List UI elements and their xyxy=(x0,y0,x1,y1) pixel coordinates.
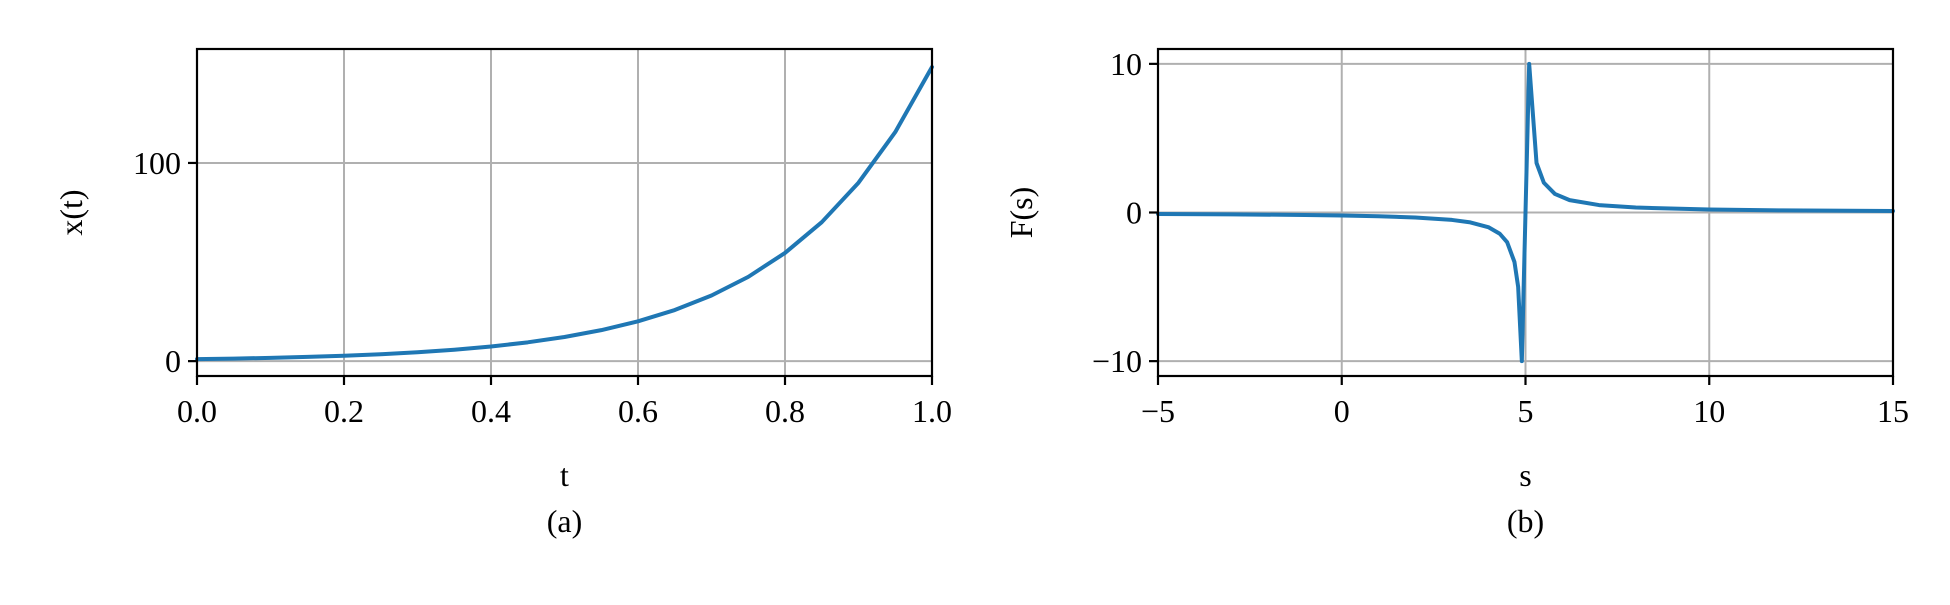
x-tick-label: 0.2 xyxy=(324,393,364,429)
x-tick-label: 0.8 xyxy=(765,393,805,429)
x-tick-label: 10 xyxy=(1693,393,1725,429)
x-axis-label: s xyxy=(1519,457,1531,493)
y-tick-label: −10 xyxy=(1092,343,1142,379)
y-axis-label: x(t) xyxy=(53,189,89,235)
y-tick-label: 0 xyxy=(1126,195,1142,231)
x-tick-label: −5 xyxy=(1141,393,1175,429)
x-tick-label: 0.0 xyxy=(177,393,217,429)
y-tick-label: 0 xyxy=(165,343,181,379)
panel-caption: (a) xyxy=(547,503,583,539)
y-axis-label: F(s) xyxy=(1003,187,1039,239)
x-tick-label: 0.6 xyxy=(618,393,658,429)
x-tick-label: 1.0 xyxy=(912,393,952,429)
x-tick-label: 15 xyxy=(1877,393,1909,429)
x-axis-label: t xyxy=(560,457,569,493)
x-tick-label: 0 xyxy=(1334,393,1350,429)
chart-panel-b: −5 0 5 10 15 −10 0 10 s F(s) (b) xyxy=(1003,46,1909,539)
y-tick-label: 100 xyxy=(133,145,181,181)
series-line xyxy=(195,65,934,362)
x-tick-label: 5 xyxy=(1518,393,1534,429)
panel-caption: (b) xyxy=(1507,503,1544,539)
chart-panel-a: 0.0 0.2 0.4 0.6 0.8 1.0 0 100 t x(t) (a) xyxy=(53,47,952,539)
series-line xyxy=(1156,61,1895,364)
x-tick-label: 0.4 xyxy=(471,393,511,429)
y-tick-label: 10 xyxy=(1110,46,1142,82)
plot-frame xyxy=(195,47,934,378)
